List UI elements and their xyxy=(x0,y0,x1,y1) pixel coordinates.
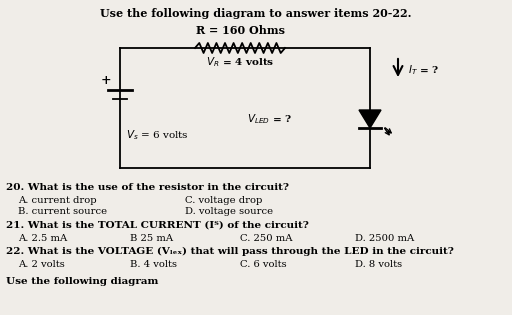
Text: $I_T$ = ?: $I_T$ = ? xyxy=(408,63,439,77)
Text: B. 4 volts: B. 4 volts xyxy=(130,260,177,269)
Text: D. 2500 mA: D. 2500 mA xyxy=(355,234,414,243)
Text: R = 160 Ohms: R = 160 Ohms xyxy=(196,25,285,36)
Text: $V_s$ = 6 volts: $V_s$ = 6 volts xyxy=(126,128,189,142)
Text: D. 8 volts: D. 8 volts xyxy=(355,260,402,269)
Polygon shape xyxy=(359,110,381,128)
Text: B. current source: B. current source xyxy=(18,207,107,216)
Text: +: + xyxy=(101,73,111,87)
Text: C. 250 mA: C. 250 mA xyxy=(240,234,292,243)
Text: 21. What is the TOTAL CURRENT (Iᵀ) of the circuit?: 21. What is the TOTAL CURRENT (Iᵀ) of th… xyxy=(6,221,309,230)
Text: 22. What is the VOLTAGE (Vₗₑₓ) that will pass through the LED in the circuit?: 22. What is the VOLTAGE (Vₗₑₓ) that will… xyxy=(6,247,454,256)
Text: D. voltage source: D. voltage source xyxy=(185,207,273,216)
Text: C. voltage drop: C. voltage drop xyxy=(185,196,262,205)
Text: Use the following diagram: Use the following diagram xyxy=(6,277,158,286)
Text: A. 2 volts: A. 2 volts xyxy=(18,260,65,269)
Text: C. 6 volts: C. 6 volts xyxy=(240,260,287,269)
Text: B 25 mA: B 25 mA xyxy=(130,234,173,243)
Text: Use the following diagram to answer items 20-22.: Use the following diagram to answer item… xyxy=(100,8,412,19)
Text: $V_{LED}$ = ?: $V_{LED}$ = ? xyxy=(247,112,292,126)
Text: A. 2.5 mA: A. 2.5 mA xyxy=(18,234,67,243)
Text: $V_R$ = 4 volts: $V_R$ = 4 volts xyxy=(206,55,274,69)
Text: 20. What is the use of the resistor in the circuit?: 20. What is the use of the resistor in t… xyxy=(6,183,289,192)
Text: A. current drop: A. current drop xyxy=(18,196,97,205)
